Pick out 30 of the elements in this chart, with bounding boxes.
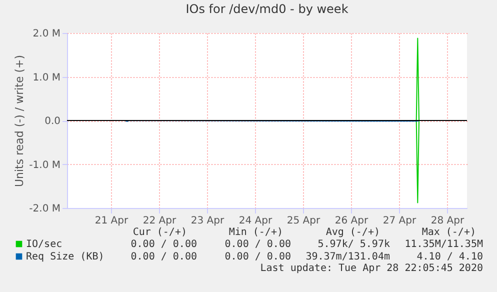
x-tick-label: 24 Apr xyxy=(238,216,273,226)
text: Min (-/+) xyxy=(228,227,283,238)
x-tick-label: 21 Apr xyxy=(94,216,129,226)
y-tick-label: 1.0 M xyxy=(32,72,60,84)
text: Cur (-/+) xyxy=(132,227,187,238)
text: Max (-/+) xyxy=(422,227,476,238)
text: 4.10 / 4.10 xyxy=(416,252,483,262)
x-tick-label: 27 Apr xyxy=(382,216,417,226)
y-tick-label: 2.0 M xyxy=(32,28,60,40)
y-tick-label: -1.0 M xyxy=(29,160,60,171)
legend-label: Req Size (KB) xyxy=(26,252,104,262)
legend-label: IO/sec xyxy=(26,239,62,250)
x-tick-label: 22 Apr xyxy=(142,216,177,226)
x-tick-label: 23 Apr xyxy=(190,216,225,226)
text: 5.97k/ 5.97k xyxy=(318,239,390,250)
y-axis-title: Units read (-) / write (+) xyxy=(13,54,26,188)
x-tick-label: 25 Apr xyxy=(286,216,321,226)
chart-title: IOs for /dev/md0 - by week xyxy=(186,2,348,16)
x-tick-label: 26 Apr xyxy=(334,216,369,226)
text: 11.35M/11.35M xyxy=(404,239,483,250)
text: 0.00 / 0.00 xyxy=(224,239,291,250)
text: Avg (-/+) xyxy=(326,227,380,238)
y-tick-label: 0.0 xyxy=(44,116,60,127)
text: 0.00 / 0.00 xyxy=(130,252,197,262)
text: 0.00 / 0.00 xyxy=(224,252,291,262)
x-tick-label: 28 Apr xyxy=(430,216,465,226)
y-tick-label: -2.0 M xyxy=(29,204,60,214)
text: 39.37m/131.04m xyxy=(306,252,390,262)
text: Last update: Tue Apr 28 22:05:45 2020 xyxy=(260,263,483,274)
text: 0.00 / 0.00 xyxy=(130,239,197,250)
